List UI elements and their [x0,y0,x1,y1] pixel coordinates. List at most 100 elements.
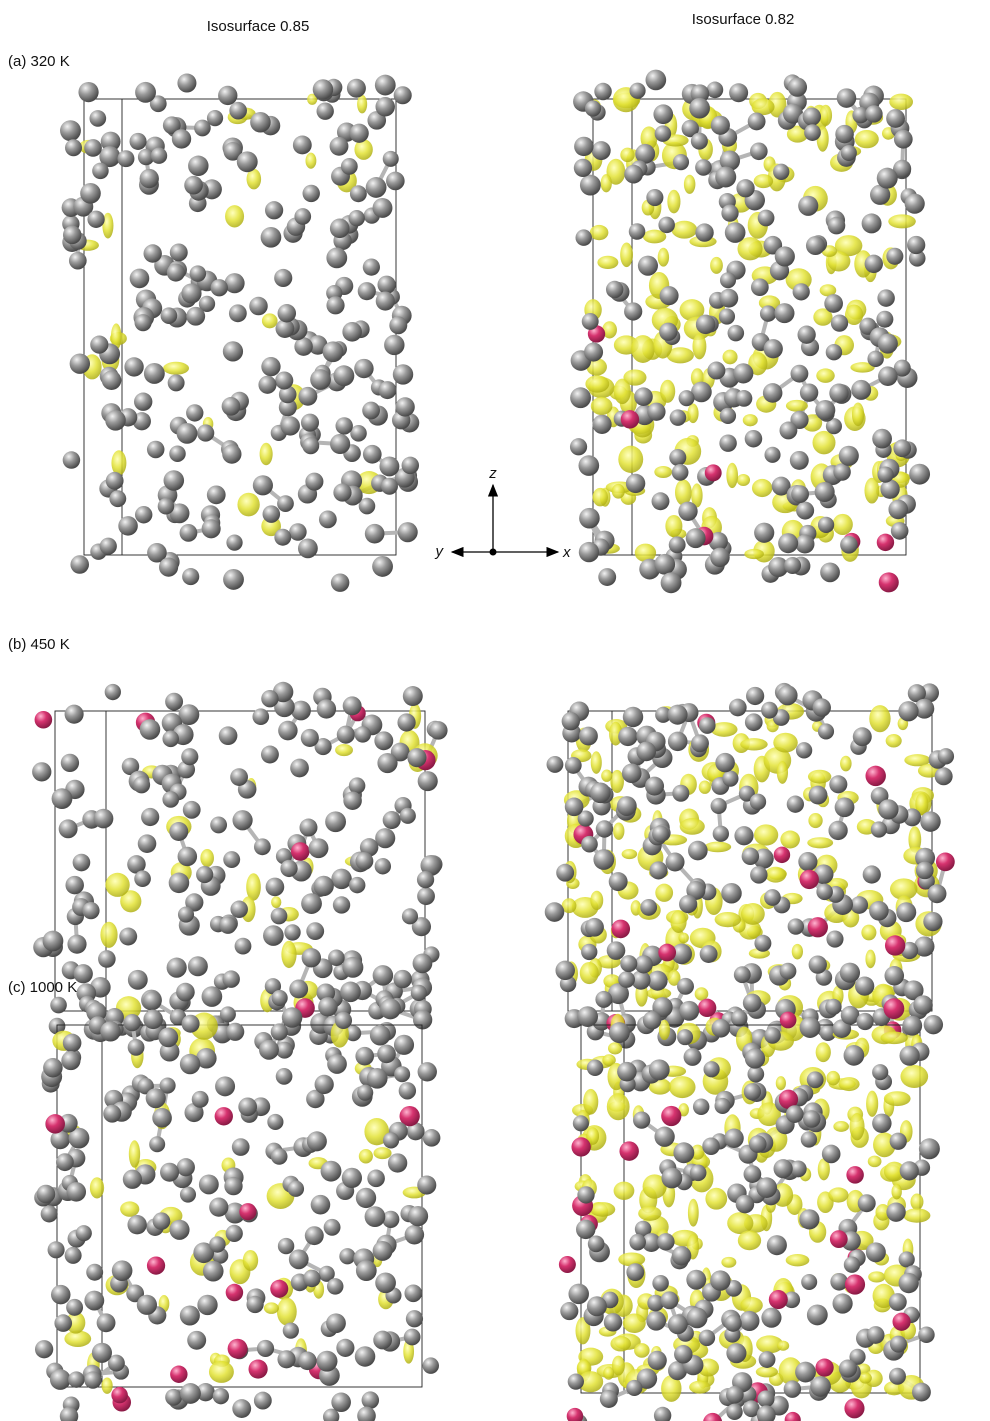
atom [902,1016,922,1036]
atom-pink [815,1358,833,1376]
atom [840,963,860,983]
atom [872,1114,891,1133]
atom [573,1115,589,1131]
atom [146,1088,166,1108]
atom [342,322,362,342]
page: {"column_titles": ["Isosurface 0.85", "I… [0,0,990,1421]
atom [643,1011,661,1029]
atom [98,950,116,968]
atom [626,1380,642,1396]
atom [263,925,284,946]
atom [48,1241,65,1258]
atom [272,990,288,1006]
atom [220,1006,236,1022]
atom [357,1085,373,1101]
atom [828,821,847,840]
atom [226,1225,243,1242]
atom [761,702,778,719]
atom [293,136,312,155]
atom [829,384,848,403]
isosurface-lobe [900,1065,928,1088]
atom-pink [844,1398,864,1418]
atom [43,931,64,952]
atom [106,472,124,490]
atom [325,811,346,832]
atom [222,444,241,463]
atom [645,777,664,796]
isosurface-lobe [129,1140,140,1167]
atom [161,307,178,324]
atom [423,1357,439,1373]
atom [798,196,818,216]
atom [820,562,840,582]
atom [555,961,574,980]
atom [867,351,883,367]
isosurface-lobe [237,493,259,517]
atom [779,422,797,440]
structure-panels [32,70,955,1421]
atom [137,1295,157,1315]
atom [363,445,382,464]
isosurface-lobe [868,1271,885,1282]
isosurface-lobe [754,174,773,188]
atom [355,1047,374,1066]
atom [403,686,423,706]
atom [362,402,380,420]
atom [151,147,167,163]
atom [43,1058,63,1078]
atom [135,506,152,523]
atom [916,862,934,880]
atom [806,236,825,255]
atom [404,1284,422,1302]
isosurface-lobe [826,1071,840,1086]
atom [235,938,252,955]
atom [899,1273,919,1293]
atom [711,798,727,814]
atom [869,901,889,921]
atom [877,168,898,189]
atom [306,922,324,940]
atom [135,314,152,331]
atom [587,1296,607,1316]
atom [649,1059,670,1080]
isosurface-lobe [699,781,711,794]
isosurface-lobe [260,443,273,465]
isosurface-lobe [675,479,692,505]
atom [184,176,203,195]
atom [670,409,687,426]
isosurface-lobe [105,873,129,897]
atom [309,838,329,858]
atom [282,1007,303,1028]
isosurface-lobe [692,333,706,359]
atom [411,985,427,1001]
atom [795,534,814,553]
atom [699,717,716,734]
atom [223,851,240,868]
atom [592,415,611,434]
atom [413,1010,432,1029]
isosurface-lobe [715,912,741,927]
atom [67,1182,86,1201]
atom [778,533,798,553]
atom [780,963,797,980]
isosurface-lobe [903,1208,930,1222]
atom [276,1068,293,1085]
atom [679,390,695,406]
atom [140,719,161,740]
atom [721,205,738,222]
atom [900,1161,919,1180]
atom [720,408,736,424]
atom [899,1251,915,1267]
isosurface-lobe [590,891,603,910]
atom [395,397,414,416]
atom [160,1163,179,1182]
atom [886,109,905,128]
atom [124,1014,141,1031]
atom [289,523,307,541]
isosurface-lobe [695,987,709,1000]
atom [878,334,898,354]
atom [56,1153,74,1171]
atom [202,519,221,538]
atom [331,869,351,889]
atom [547,756,564,773]
